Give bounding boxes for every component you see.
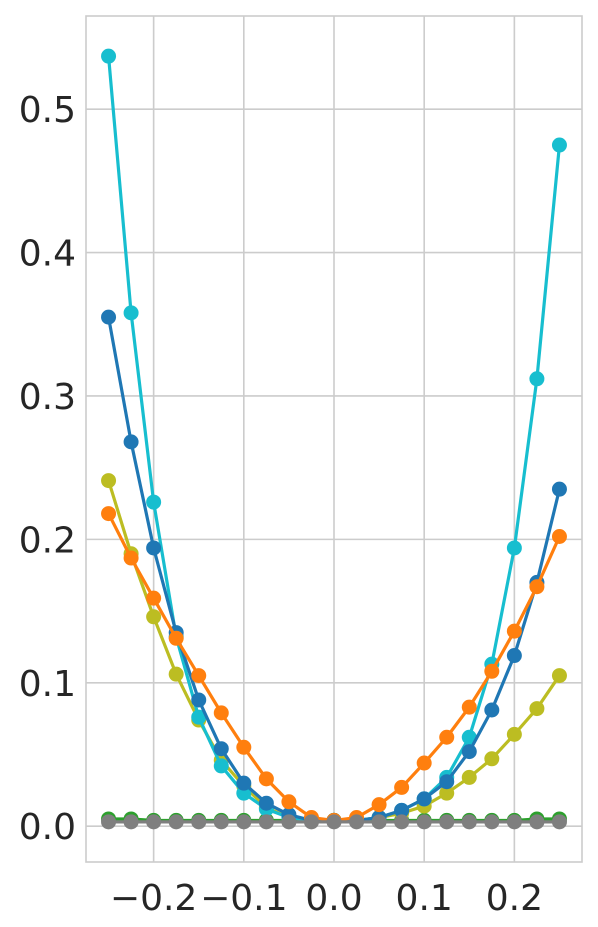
data-point [529,701,545,717]
data-point [303,814,319,830]
x-tick-label: 0.1 [396,878,453,919]
data-point [461,744,477,760]
data-point [439,774,455,790]
y-tick-label: 0.4 [19,234,76,275]
data-point [191,668,207,684]
data-point [123,434,139,450]
data-point [326,814,342,830]
data-point [101,309,117,325]
series-6 [101,814,567,830]
data-point [236,814,252,830]
data-point [146,540,162,556]
data-point [551,668,567,684]
data-point [506,726,522,742]
data-point [191,692,207,708]
data-point [168,666,184,682]
data-point [213,758,229,774]
data-point [529,371,545,387]
data-point [123,305,139,321]
data-point [506,648,522,664]
data-point [394,814,410,830]
data-point [101,473,117,489]
data-point [439,729,455,745]
data-point [213,814,229,830]
data-point [236,775,252,791]
data-point [123,550,139,566]
data-point [146,494,162,510]
data-point [101,48,117,64]
data-point [191,814,207,830]
data-point [146,590,162,606]
data-point [484,702,500,718]
data-point [506,814,522,830]
data-point [551,481,567,497]
data-point [461,769,477,785]
x-tick-label: −0.1 [200,878,287,919]
x-tick-label: 0.0 [305,878,362,919]
data-point [258,814,274,830]
data-point [191,709,207,725]
data-point [146,609,162,625]
y-tick-label: 0.2 [19,520,76,561]
data-point [281,794,297,810]
data-point [416,755,432,771]
data-point [236,739,252,755]
y-tick-label: 0.5 [19,90,76,131]
data-point [461,814,477,830]
data-point [168,814,184,830]
data-point [506,540,522,556]
data-point [439,814,455,830]
data-point [213,741,229,757]
data-point [349,814,365,830]
data-point [101,814,117,830]
y-tick-label: 0.1 [19,664,76,705]
data-point [551,814,567,830]
data-point [371,814,387,830]
data-point [439,785,455,801]
data-point [123,814,139,830]
data-point [416,791,432,807]
data-point [529,814,545,830]
data-point [258,795,274,811]
data-point [484,751,500,767]
data-point [551,137,567,153]
y-tick-label: 0.3 [19,377,76,418]
x-tick-label: −0.2 [110,878,197,919]
data-point [484,663,500,679]
data-point [213,705,229,721]
data-point [258,771,274,787]
data-point [394,779,410,795]
series-layer [101,48,567,830]
data-point [371,797,387,813]
data-point [506,623,522,639]
data-point [551,529,567,545]
data-point [394,802,410,818]
data-point [146,814,162,830]
data-point [461,699,477,715]
data-point [168,630,184,646]
data-point [281,814,297,830]
grid-lines [86,16,582,862]
y-tick-label: 0.0 [19,807,76,848]
data-point [484,814,500,830]
x-axis-tick-labels: −0.2 −0.1 0.0 0.1 0.2 [110,878,543,919]
x-tick-label: 0.2 [486,878,543,919]
y-axis-tick-labels: 0.0 0.1 0.2 0.3 0.4 0.5 [19,90,76,848]
data-point [529,579,545,595]
data-point [416,814,432,830]
data-point [101,506,117,522]
data-point [461,729,477,745]
